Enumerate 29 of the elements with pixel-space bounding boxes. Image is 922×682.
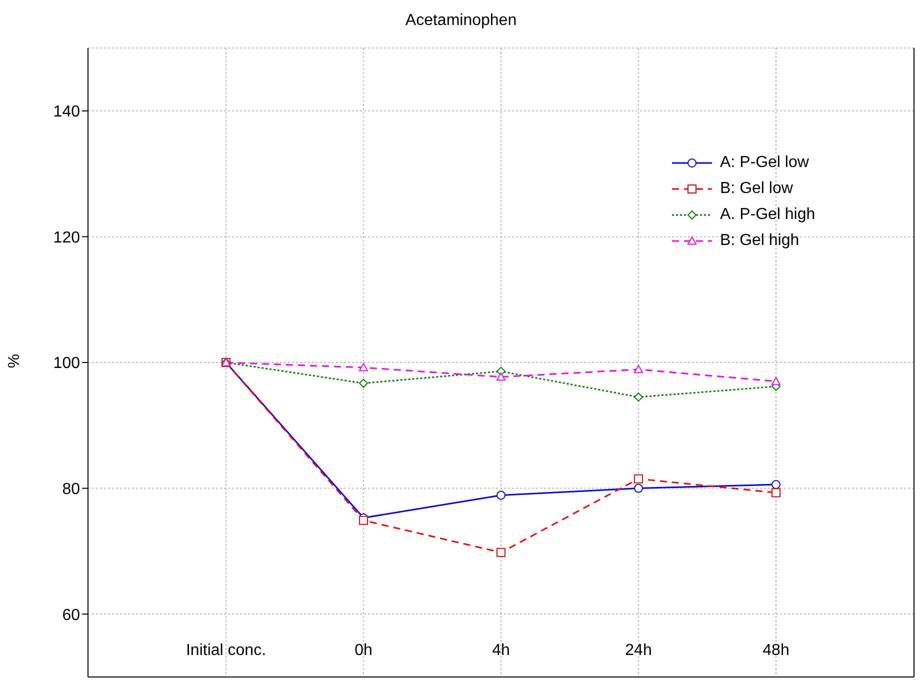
point — [772, 480, 780, 490]
y-tick-label: 60 — [62, 606, 80, 624]
point — [359, 378, 368, 388]
point — [359, 516, 368, 525]
legend-label: A. P-Gel high — [720, 206, 816, 224]
y-tick-label: 140 — [53, 104, 80, 121]
x-tick-label: 4h — [492, 642, 510, 659]
point — [634, 484, 643, 493]
point — [634, 364, 643, 374]
point — [772, 488, 780, 498]
y-tick-label: 80 — [62, 480, 80, 498]
legend-label: B: Gel high — [720, 232, 800, 250]
x-tick-label: Initial conc. — [186, 642, 266, 659]
y-tick-label: 120 — [53, 229, 80, 246]
chart-title: Acetaminophen — [404, 12, 518, 30]
point — [359, 363, 368, 372]
x-tick-label: 0h — [354, 642, 372, 659]
point — [496, 548, 506, 557]
y-tick-label: 100 — [53, 355, 80, 372]
x-tick-label: 48h — [762, 642, 790, 659]
point — [496, 490, 506, 500]
point — [772, 376, 780, 386]
point — [496, 372, 506, 381]
point — [634, 474, 643, 484]
y-axis-title: % — [6, 354, 24, 368]
x-tick-label: 24h — [625, 642, 652, 659]
point — [634, 392, 643, 402]
legend-label: A: P-Gel low — [720, 154, 809, 172]
legend-label: B: Gel low — [720, 180, 793, 198]
